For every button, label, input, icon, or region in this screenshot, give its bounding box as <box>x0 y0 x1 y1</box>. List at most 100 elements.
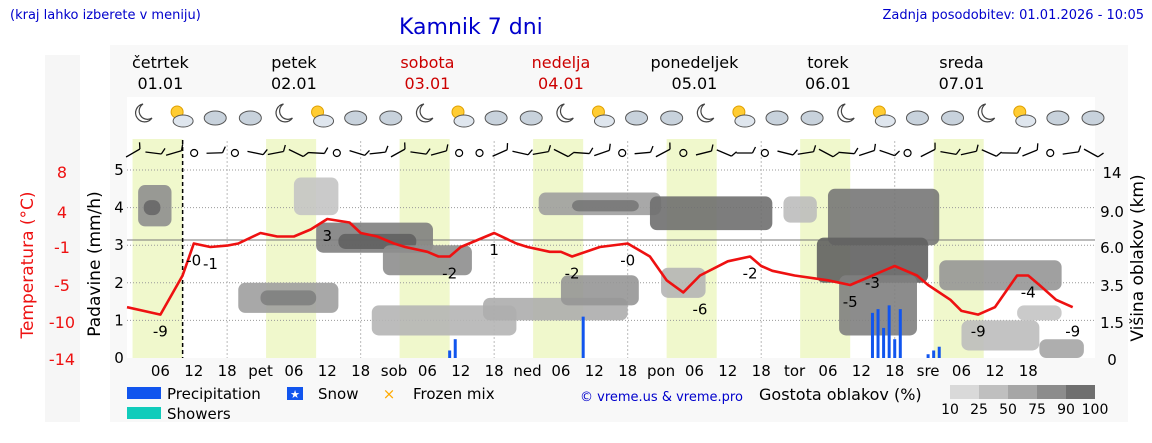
wind-barb-icon <box>145 151 162 155</box>
temperature-label: -3 <box>865 274 880 292</box>
cloud-icon <box>1046 110 1070 126</box>
x-tick-label: tor <box>784 362 806 380</box>
wind-barb-icon <box>669 142 671 150</box>
page-title: Kamnik 7 dni <box>399 15 543 40</box>
wind-barb-icon <box>588 147 594 154</box>
x-tick-label: 06 <box>151 362 170 380</box>
cloud-icon <box>905 110 929 126</box>
wind-barb-icon <box>710 144 714 152</box>
precip-bar <box>882 327 886 358</box>
cloud-icon <box>874 114 896 128</box>
cloud-cell <box>143 200 161 216</box>
temperature-label: -5 <box>843 293 858 311</box>
x-tick-label: 18 <box>485 362 504 380</box>
wind-barb-icon <box>349 150 366 156</box>
day-date: 01.01 <box>137 74 183 93</box>
precip-bar <box>448 350 452 358</box>
wind-barb-icon <box>125 148 141 158</box>
cloud-icon <box>484 110 508 126</box>
wind-barb-icon <box>445 144 449 152</box>
temperature-label: -6 <box>693 300 708 318</box>
wind-barb-icon <box>506 143 509 150</box>
wind-barb-icon <box>573 151 590 155</box>
wind-barb-icon <box>567 152 574 158</box>
wind-barb-icon <box>655 148 671 158</box>
precip-tick: 2 <box>114 274 124 292</box>
wind-barb-icon <box>282 144 286 152</box>
x-tick-label: ned <box>513 362 541 380</box>
cloud-cell <box>1017 305 1062 321</box>
wind-barb-icon <box>920 148 936 158</box>
wind-barb-icon <box>960 150 977 156</box>
precip-bar <box>876 309 880 358</box>
cloud-icon <box>172 114 194 128</box>
cloud-cell <box>939 260 1062 291</box>
wind-barb-icon <box>527 149 533 156</box>
day-date: 07.01 <box>939 74 985 93</box>
temperature-label: -9 <box>971 323 986 341</box>
cloud-icon <box>519 110 543 126</box>
temperature-label: -4 <box>1021 284 1036 302</box>
wind-barb-icon <box>553 148 569 158</box>
day-name: petek <box>271 53 317 72</box>
temperature-label: -0 <box>186 252 201 270</box>
wind-barb-icon <box>975 144 979 152</box>
cloud-height-axis-label: Višina oblakov (km) <box>1128 174 1148 341</box>
last-updated: Zadnja posodobitev: 01.01.2026 - 10:05 <box>882 8 1144 23</box>
temperature-label: 1 <box>489 241 499 259</box>
wind-barb-icon <box>818 148 834 158</box>
precip-axis-label: Padavine (mm/h) <box>85 191 105 336</box>
density-swatch <box>1037 385 1066 399</box>
density-swatch <box>1066 385 1095 399</box>
density-swatch <box>950 385 979 399</box>
cloud-cell <box>382 245 472 276</box>
wind-barb-icon <box>180 144 184 151</box>
wind-calm-icon <box>455 148 464 158</box>
cloud-cell <box>572 200 639 212</box>
cloud-height-tick: 3.5 <box>1100 277 1124 295</box>
moon-icon <box>556 103 574 123</box>
precip-tick: 0 <box>114 349 124 367</box>
wind-barb-icon <box>262 149 268 156</box>
cloud-icon <box>765 110 789 126</box>
moon-icon <box>135 103 153 123</box>
wind-barb-icon <box>302 151 309 158</box>
wind-barb-icon <box>384 145 389 153</box>
wind-barb-icon <box>492 149 508 157</box>
x-tick-label: 18 <box>1019 362 1038 380</box>
wind-barb-icon <box>879 149 895 157</box>
x-tick-label: 18 <box>885 362 904 380</box>
wind-barb-icon <box>751 146 757 154</box>
density-tick: 90 <box>1057 402 1075 418</box>
cloud-cell <box>961 320 1040 351</box>
snow-swatch <box>287 387 303 400</box>
wind-calm-icon <box>190 148 199 158</box>
wind-calm-icon <box>1046 148 1055 158</box>
wind-barb-icon <box>532 150 549 156</box>
wind-barb-icon <box>288 148 304 158</box>
wind-barb-icon <box>1016 146 1022 154</box>
density-tick: 75 <box>1028 402 1046 418</box>
wind-barb-icon <box>777 150 794 156</box>
wind-barb-icon <box>792 149 798 156</box>
temperature-tick: -1 <box>54 238 70 257</box>
cloud-cell <box>827 188 940 246</box>
precip-bar <box>932 350 936 358</box>
wind-barb-icon <box>838 151 855 155</box>
wind-calm-icon <box>618 148 627 158</box>
wind-calm-icon <box>230 148 240 158</box>
moon-icon <box>837 103 855 123</box>
temperature-label: -1 <box>203 255 218 273</box>
wind-barb-icon <box>695 150 712 156</box>
day-name: sreda <box>939 53 983 72</box>
day-date: 02.01 <box>271 74 317 93</box>
temperature-axis-label: Temperatura (°C) <box>18 191 38 339</box>
temperature-tick: 8 <box>57 163 67 182</box>
cloud-cell <box>1039 339 1084 358</box>
wind-calm-icon <box>679 148 688 158</box>
temperature-label: -9 <box>1065 323 1080 341</box>
temperature-tick: -10 <box>49 313 75 332</box>
cloud-icon <box>344 110 368 126</box>
x-tick-label: 06 <box>551 362 570 380</box>
